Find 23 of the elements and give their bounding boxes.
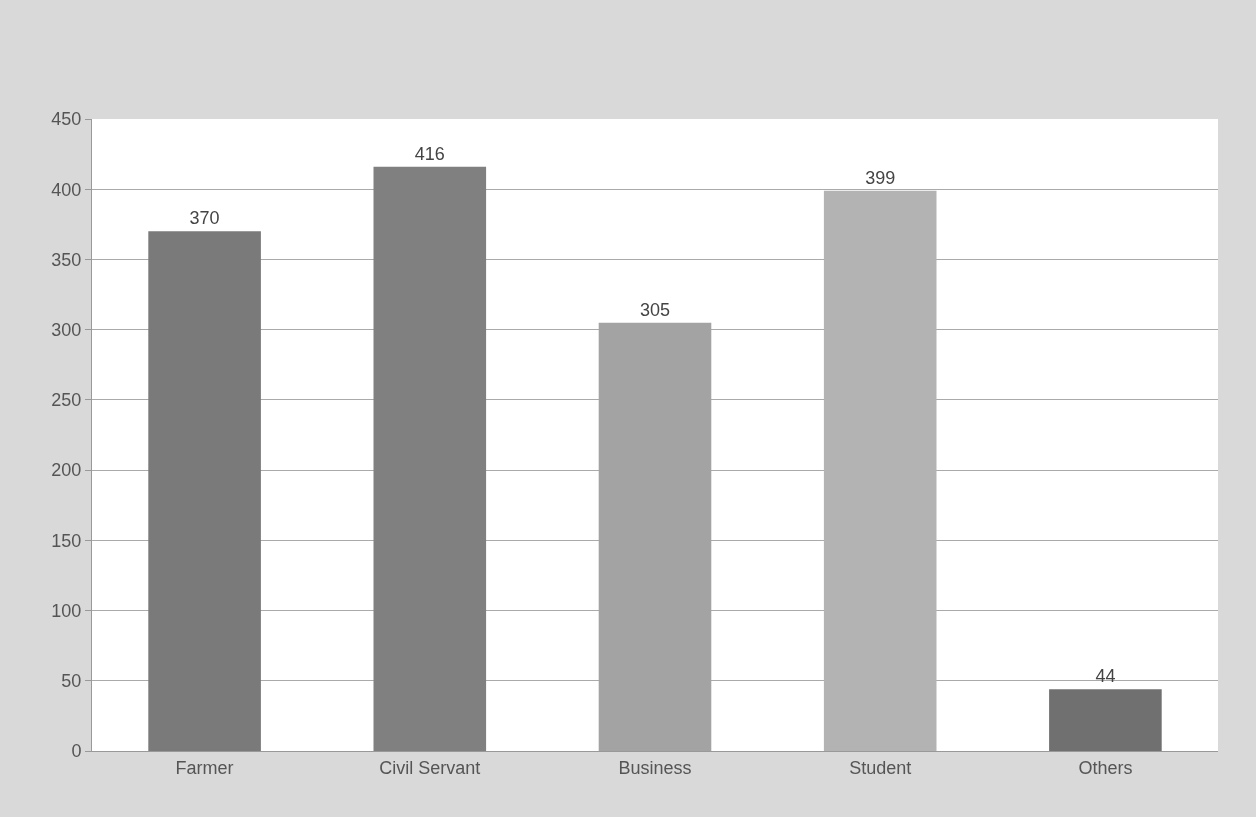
y-tick-label: 150 — [51, 530, 82, 551]
y-tick-label: 0 — [71, 741, 82, 762]
bar — [148, 231, 261, 751]
y-tick-label: 400 — [51, 179, 82, 200]
x-tick-label: Farmer — [175, 757, 234, 778]
y-tick-label: 200 — [51, 460, 82, 481]
x-tick-label: Student — [849, 757, 912, 778]
data-label: 44 — [1095, 666, 1116, 687]
x-tick-label: Civil Servant — [379, 757, 481, 778]
bar — [373, 166, 487, 751]
y-tick-label: 350 — [51, 249, 82, 270]
data-label: 399 — [865, 167, 896, 188]
y-tick-label: 450 — [51, 109, 82, 130]
y-tick-label: 100 — [51, 600, 82, 621]
data-label: 370 — [189, 208, 220, 229]
y-tick-label: 300 — [51, 319, 82, 340]
bar — [1049, 689, 1162, 751]
y-tick-label: 250 — [51, 390, 82, 411]
data-label: 305 — [639, 299, 671, 320]
data-label: 416 — [414, 143, 445, 164]
y-tick-label: 50 — [61, 671, 82, 692]
x-tick-label: Others — [1078, 757, 1133, 778]
x-tick-label: Business — [618, 757, 692, 778]
